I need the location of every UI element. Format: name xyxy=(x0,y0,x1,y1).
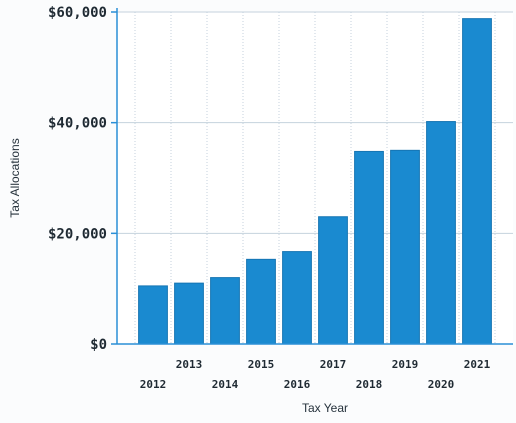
bar-2017 xyxy=(318,216,348,345)
y-tick-labels: $0 $20,000 $40,000 $60,000 xyxy=(48,5,107,353)
x-axis-title: Tax Year xyxy=(302,401,348,415)
x-tick-label: 2012 xyxy=(140,378,167,391)
x-tick-label: 2013 xyxy=(176,358,203,371)
axes xyxy=(111,8,513,345)
x-tick-labels: 2012 2013 2014 2015 2016 2017 2018 2019 2020 2021 xyxy=(140,358,491,391)
bar-2016 xyxy=(282,251,312,345)
bar-2015 xyxy=(246,258,276,345)
x-tick-label: 2020 xyxy=(428,378,455,391)
x-tick-label: 2017 xyxy=(320,358,347,371)
x-tick-label: 2018 xyxy=(356,378,383,391)
bar-2021 xyxy=(462,18,492,345)
y-tick-label: $20,000 xyxy=(48,226,107,242)
bar-2012 xyxy=(138,285,168,345)
y-axis-title: Tax Allocations xyxy=(8,138,22,217)
bar-2019 xyxy=(390,149,420,345)
y-tick-label: $40,000 xyxy=(48,116,107,132)
bar-2013 xyxy=(174,282,204,345)
x-tick-label: 2015 xyxy=(248,358,275,371)
bar-2014 xyxy=(210,277,240,345)
y-tick-label: $0 xyxy=(90,337,107,353)
x-tick-label: 2021 xyxy=(464,358,491,371)
x-tick-label: 2016 xyxy=(284,378,311,391)
bars xyxy=(138,18,492,345)
x-tick-label: 2019 xyxy=(392,358,419,371)
grid-lines xyxy=(117,11,513,345)
bar-2020 xyxy=(426,121,456,345)
y-tick-label: $60,000 xyxy=(48,5,107,21)
bar-2018 xyxy=(354,150,384,345)
x-tick-label: 2014 xyxy=(212,378,239,391)
